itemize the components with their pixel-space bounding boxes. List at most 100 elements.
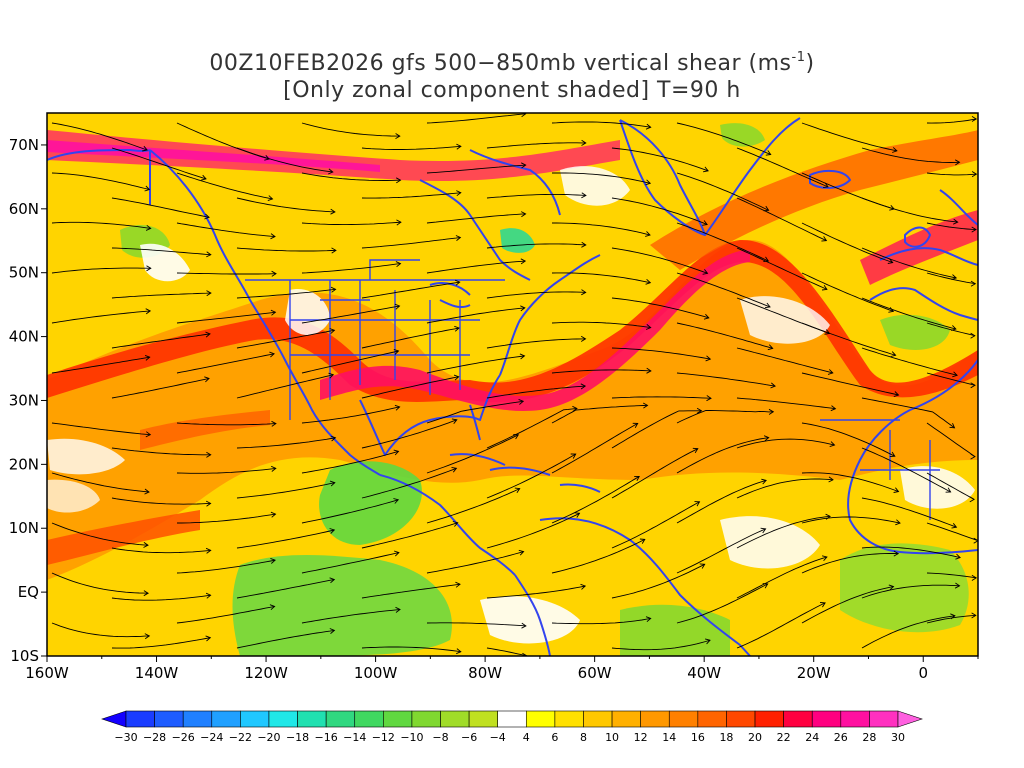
- colorbar-swatch: [525, 710, 556, 728]
- map-plot-area: [47, 113, 987, 656]
- streamline: [111, 447, 211, 456]
- streamline-arrow: [645, 324, 652, 330]
- streamline-arrow: [971, 574, 978, 581]
- streamline-arrow: [971, 116, 978, 122]
- streamline: [176, 467, 276, 474]
- streamline: [426, 355, 525, 374]
- streamline: [486, 142, 586, 149]
- streamline: [736, 556, 828, 599]
- streamline-arrow: [396, 219, 402, 226]
- colorbar-swatch: [640, 710, 670, 728]
- streamline: [426, 307, 525, 324]
- streamline: [926, 614, 976, 624]
- streamline: [736, 438, 835, 449]
- streamline-arrow: [581, 241, 587, 248]
- streamline-arrow: [145, 431, 152, 438]
- streamline-arrow: [144, 354, 151, 361]
- streamline-arrow: [969, 496, 975, 503]
- colorbar-swatch: [754, 710, 784, 728]
- streamline-arrow: [271, 420, 277, 427]
- streamline-arrow: [581, 192, 587, 199]
- colorbar: −30 −28 −26 −24 −22 −20 −18 −16 −14 −12 −10 −8 −6 −4 4…: [101, 710, 923, 744]
- streamline-arrow: [521, 113, 527, 118]
- streamline-arrow: [765, 150, 772, 156]
- streamline: [236, 374, 334, 399]
- streamline: [486, 408, 577, 449]
- streamline: [301, 609, 401, 624]
- colorbar-label: −26: [172, 731, 195, 744]
- streamline: [51, 356, 150, 374]
- streamline: [611, 347, 711, 360]
- streamline-arrow: [455, 581, 461, 588]
- streamline-arrow: [703, 313, 710, 320]
- streamline: [551, 423, 638, 474]
- streamline-arrow: [983, 595, 987, 600]
- streamline-arrow: [581, 289, 587, 296]
- colorbar-label: 28: [862, 731, 876, 744]
- streamline: [926, 222, 977, 230]
- x-tick-label: 140W: [135, 664, 179, 682]
- streamline: [426, 260, 526, 274]
- streamline-arrow: [454, 325, 460, 332]
- streamline: [551, 272, 651, 284]
- x-tick-label: 100W: [354, 664, 398, 682]
- streamline-arrow: [645, 231, 651, 237]
- colorbar-label: −16: [315, 731, 338, 744]
- streamline-arrow: [580, 583, 587, 590]
- streamline-arrow: [983, 345, 987, 350]
- streamline: [861, 584, 960, 599]
- streamline: [176, 172, 273, 200]
- streamline: [236, 247, 336, 252]
- streamline-arrow: [970, 453, 976, 460]
- streamline: [111, 333, 211, 349]
- streamline: [926, 422, 976, 457]
- y-tick-label: 10S: [10, 647, 39, 665]
- streamline-arrow: [706, 395, 712, 402]
- streamline-arrow: [761, 478, 767, 485]
- streamline-arrow: [893, 550, 900, 557]
- streamline-arrow: [330, 435, 337, 442]
- streamline: [51, 310, 151, 324]
- streamline-arrow: [144, 633, 151, 640]
- streamline-arrow: [983, 645, 987, 650]
- streamline-arrow: [270, 233, 276, 240]
- streamline-arrow: [520, 162, 527, 169]
- streamline: [176, 559, 276, 574]
- streamline-arrow: [205, 635, 212, 642]
- streamline: [736, 347, 833, 374]
- colorbar-label: 12: [634, 731, 648, 744]
- streamline: [736, 515, 831, 549]
- colorbar-label: 10: [605, 731, 619, 744]
- colorbar-swatch: [268, 710, 298, 728]
- streamline: [861, 546, 961, 559]
- streamline-arrow: [642, 402, 649, 409]
- streamline-arrow: [142, 145, 148, 152]
- streamline: [801, 516, 901, 524]
- colorbar-swatch: [811, 710, 842, 728]
- streamline: [801, 472, 899, 493]
- streamline-arrow: [267, 195, 274, 202]
- streamline-arrow: [205, 331, 211, 338]
- colorbar-label: −22: [229, 731, 252, 744]
- streamline: [361, 419, 457, 449]
- streamline-arrow: [955, 553, 961, 560]
- map-frame: [46, 112, 979, 657]
- streamline-arrow: [329, 528, 336, 534]
- streamline-arrow: [518, 398, 525, 405]
- streamline: [801, 222, 893, 264]
- streamline-arrow: [763, 435, 770, 442]
- streamline-arrow: [954, 159, 961, 166]
- streamline-arrow: [581, 139, 587, 146]
- streamline-arrow: [760, 527, 767, 534]
- colorbar-label: 16: [691, 731, 705, 744]
- streamline-arrow: [144, 488, 150, 495]
- colorbar-swatch: [325, 710, 356, 728]
- streamline-arrow: [983, 395, 987, 400]
- colorbar-label: −18: [286, 731, 309, 744]
- streamline: [611, 297, 709, 319]
- streamline-arrow: [704, 638, 711, 645]
- streamline: [926, 172, 977, 176]
- streamline: [486, 453, 576, 499]
- streamline: [926, 472, 975, 500]
- colorbar-swatch: [468, 710, 498, 728]
